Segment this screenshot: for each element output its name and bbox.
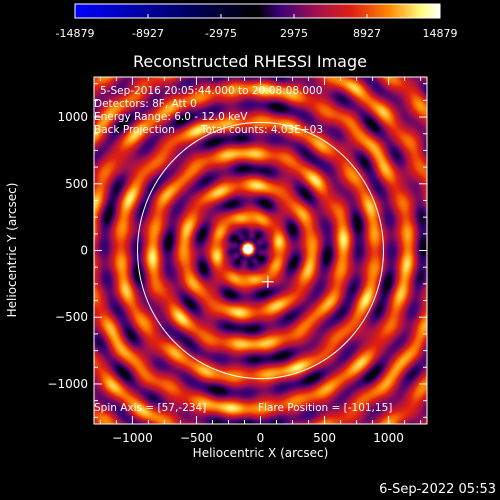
y-tick-label: 500	[65, 177, 88, 191]
footer-date: 6-Sep-2022 05:53	[379, 482, 496, 497]
colorbar-tick-label: -8927	[132, 27, 164, 40]
heatmap-raster	[94, 77, 427, 424]
colorbar-tick-label: -2975	[205, 27, 237, 40]
annotation-counts: Total counts: 4.03E+03	[201, 124, 324, 136]
x-tick-label: 0	[257, 431, 265, 445]
solar-limb-circle	[137, 121, 384, 380]
annotation-spin-axis: Spin Axis = [57,-234]	[94, 402, 207, 414]
annotation-detectors: Detectors: 8F, Att 0	[94, 98, 197, 110]
y-axis-label: Heliocentric Y (arcsec)	[5, 182, 19, 318]
chart-title: Reconstructed RHESSI Image	[133, 52, 367, 71]
x-tick-label: 500	[313, 431, 336, 445]
colorbar-tick-label: 8927	[353, 27, 381, 40]
y-tick-label: −500	[55, 310, 88, 324]
overlay	[137, 121, 384, 380]
heatmap-image	[94, 77, 427, 424]
annotation-flare-position: Flare Position = [-101,15]	[258, 402, 393, 414]
annotation-method: Back Projection	[94, 124, 175, 136]
y-tick-label: 0	[80, 244, 88, 258]
colorbar-tick-label: 2975	[280, 27, 308, 40]
annotation-time-range: 5-Sep-2016 20:05:44.000 to 20:08:08.000	[100, 85, 323, 97]
colorbar: -14879 -8927 -2975 2975 8927 14879	[56, 3, 458, 40]
colorbar-tick-label: -14879	[56, 27, 95, 40]
annotation-energy: Energy Range: 6.0 - 12.0 keV	[94, 111, 248, 123]
colorbar-tick-label: 14879	[423, 27, 458, 40]
x-tick-label: −1000	[112, 431, 153, 445]
axes: −1000 −500 0 500 1000 −1000 −500 0 500 1000	[47, 76, 428, 445]
y-tick-label: −1000	[47, 377, 88, 391]
x-tick-label: −500	[180, 431, 213, 445]
y-tick-label: 1000	[57, 110, 88, 124]
colorbar-bar	[74, 3, 441, 19]
x-tick-label: 1000	[373, 431, 404, 445]
x-axis-label: Heliocentric X (arcsec)	[192, 446, 329, 460]
